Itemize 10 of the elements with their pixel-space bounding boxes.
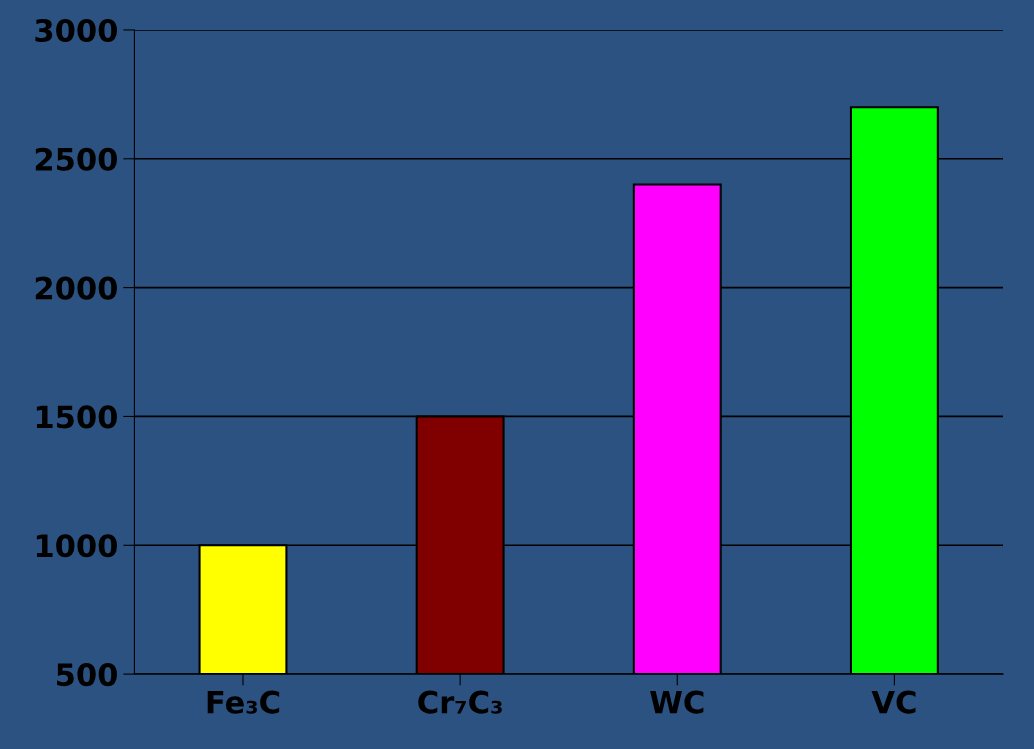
y-tick-label: 2500: [35, 147, 117, 171]
y-tick-label: 1000: [36, 534, 117, 558]
x-tick-label: Cr₇C₃: [418, 690, 502, 714]
y-tick-label: 3000: [35, 18, 117, 42]
y-tick-label: 1500: [36, 405, 117, 429]
x-tick-label: Fe₃C: [207, 690, 280, 714]
x-tick-label: WC: [650, 690, 704, 714]
x-tick-label: VC: [871, 690, 916, 714]
y-tick-label: 2000: [35, 276, 117, 300]
y-tick-label: 500: [57, 663, 117, 687]
